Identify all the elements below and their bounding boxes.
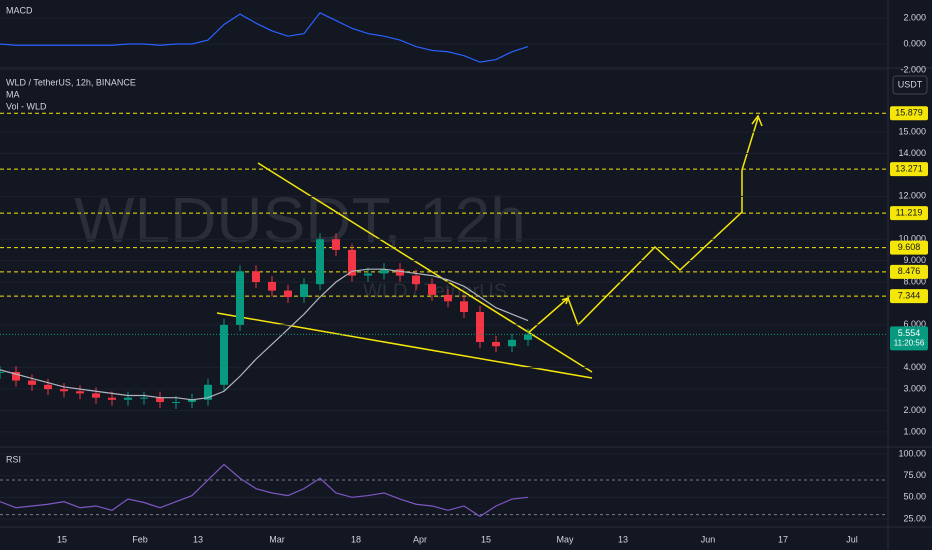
level-tag: [890, 206, 928, 221]
currency-label[interactable]: USDT: [898, 79, 923, 89]
countdown: 11:20:56: [894, 339, 925, 348]
arrow-head: [751, 114, 763, 127]
candle: [108, 397, 116, 400]
level-label: 8.476: [898, 266, 921, 276]
arrow-head: [561, 296, 570, 305]
projection-path: [527, 117, 759, 334]
y-tick-label: 12.000: [898, 191, 926, 201]
trendline: [257, 162, 593, 373]
rsi-line: [0, 463, 529, 518]
candle: [332, 239, 340, 250]
y-tick-label: 3.000: [903, 383, 926, 393]
x-tick-label: 18: [351, 534, 361, 544]
candle: [252, 271, 260, 283]
candle: [156, 397, 164, 402]
candle: [28, 380, 36, 385]
candle: [460, 301, 468, 313]
x-tick-label: 15: [57, 534, 67, 544]
candle: [412, 275, 420, 285]
y-tick-label: 6.000: [903, 319, 926, 329]
x-tick-label: Apr: [413, 534, 427, 544]
level-label: 9.608: [898, 242, 921, 252]
y-tick-label: 15.000: [898, 126, 926, 136]
x-tick-label: 13: [193, 534, 203, 544]
last-price-label: 5.554: [898, 328, 921, 338]
vol-label: Vol - WLD: [6, 101, 47, 111]
trendline: [216, 312, 593, 379]
candle: [364, 273, 372, 276]
candle: [492, 341, 500, 347]
y-tick-label: 50.00: [903, 492, 926, 502]
candle: [0, 371, 4, 373]
y-tick-label: -2.000: [900, 64, 926, 74]
level-tag: [890, 106, 928, 121]
candle: [124, 397, 132, 400]
candle: [316, 239, 324, 285]
x-tick-label: Jun: [701, 534, 716, 544]
candle: [204, 384, 212, 400]
candle: [44, 384, 52, 390]
level-label: 13.271: [895, 164, 923, 174]
macd-label: MACD: [6, 5, 33, 15]
currency-button[interactable]: [892, 75, 928, 95]
y-tick-label: 1.000: [903, 426, 926, 436]
candle: [380, 269, 388, 274]
rsi-label: RSI: [6, 454, 21, 464]
candle: [12, 371, 20, 381]
level-tag: [890, 264, 928, 279]
x-tick-label: 13: [618, 534, 628, 544]
level-label: 15.879: [895, 108, 923, 118]
candle: [188, 399, 196, 402]
candle: [396, 269, 404, 276]
level-tag: [890, 289, 928, 304]
candle: [76, 391, 84, 394]
last-price-tag: [890, 326, 928, 351]
drawings: [216, 114, 763, 379]
y-tick-label: 9.000: [903, 255, 926, 265]
x-tick-label: 17: [778, 534, 788, 544]
candle: [268, 282, 276, 291]
level-tag: [890, 240, 928, 255]
candle: [140, 397, 148, 399]
y-tick-label: 8.000: [903, 276, 926, 286]
level-label: 11.219: [896, 207, 923, 217]
candle: [524, 334, 532, 340]
candle: [444, 294, 452, 302]
ma-label: MA: [6, 89, 20, 99]
level-tag: [890, 162, 928, 177]
symbol-label: WLD / TetherUS, 12h, BINANCE: [6, 77, 136, 87]
candle: [348, 249, 356, 276]
candle: [220, 324, 228, 385]
y-tick-label: 100.00: [898, 448, 926, 458]
y-tick-label: 0.000: [903, 38, 926, 48]
candle: [300, 284, 308, 298]
level-label: 7.344: [898, 290, 921, 300]
candle: [172, 401, 180, 403]
y-tick-label: 4.000: [903, 362, 926, 372]
candle: [92, 393, 100, 398]
candle: [284, 290, 292, 298]
y-tick-label: 2.000: [903, 405, 926, 415]
candle: [428, 284, 436, 295]
macd-line: [0, 12, 529, 63]
candle: [236, 271, 244, 325]
x-tick-label: May: [556, 534, 574, 544]
candle: [476, 312, 484, 342]
y-tick-label: 25.00: [903, 513, 926, 523]
watermark: WLDUSDT, 12h: [74, 184, 526, 256]
y-tick-label: 2.000: [903, 12, 926, 22]
y-tick-label: 10.000: [898, 234, 926, 244]
candle: [60, 389, 68, 392]
x-tick-label: Mar: [269, 534, 285, 544]
y-tick-label: 75.00: [903, 470, 926, 480]
ma-line: [0, 268, 529, 401]
x-tick-label: Jul: [846, 534, 858, 544]
x-tick-label: 15: [481, 534, 491, 544]
y-tick-label: 14.000: [898, 148, 926, 158]
x-tick-label: Feb: [132, 534, 148, 544]
candle: [508, 339, 516, 347]
